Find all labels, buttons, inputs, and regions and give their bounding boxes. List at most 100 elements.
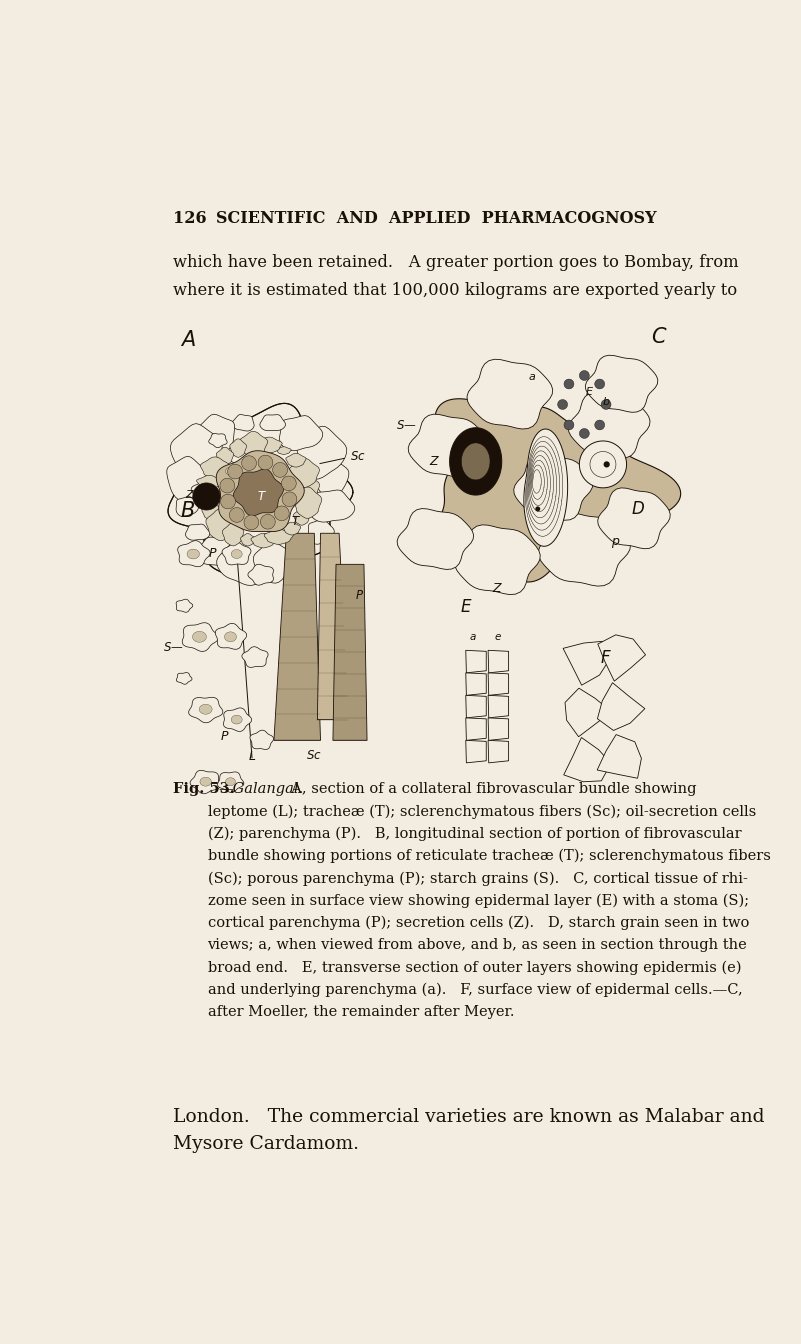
Text: —Galangal.: —Galangal. bbox=[218, 782, 304, 796]
Polygon shape bbox=[217, 539, 266, 586]
Text: $a$: $a$ bbox=[469, 632, 477, 642]
Polygon shape bbox=[308, 519, 334, 544]
Polygon shape bbox=[242, 646, 268, 668]
Polygon shape bbox=[231, 550, 242, 559]
Polygon shape bbox=[224, 632, 236, 641]
Polygon shape bbox=[229, 508, 244, 523]
Polygon shape bbox=[563, 641, 609, 685]
Polygon shape bbox=[465, 695, 486, 718]
Polygon shape bbox=[281, 476, 296, 491]
Polygon shape bbox=[222, 542, 251, 564]
Polygon shape bbox=[240, 534, 255, 546]
Polygon shape bbox=[199, 704, 212, 714]
Polygon shape bbox=[171, 423, 223, 482]
Polygon shape bbox=[195, 538, 238, 566]
Polygon shape bbox=[200, 457, 230, 480]
Polygon shape bbox=[191, 480, 220, 503]
Polygon shape bbox=[258, 456, 273, 470]
Polygon shape bbox=[455, 526, 540, 594]
Polygon shape bbox=[433, 399, 681, 582]
Polygon shape bbox=[216, 450, 304, 532]
Text: (Z); parenchyma (P).   B, longitudinal section of portion of fibrovascular: (Z); parenchyma (P). B, longitudinal sec… bbox=[207, 827, 741, 841]
Text: $Sc$: $Sc$ bbox=[307, 749, 322, 762]
Polygon shape bbox=[176, 599, 193, 613]
Polygon shape bbox=[579, 429, 590, 438]
Polygon shape bbox=[465, 650, 486, 673]
Polygon shape bbox=[333, 564, 367, 741]
Polygon shape bbox=[272, 462, 288, 477]
Polygon shape bbox=[182, 622, 219, 652]
Text: $S$—: $S$— bbox=[396, 419, 417, 431]
Polygon shape bbox=[557, 399, 568, 410]
Polygon shape bbox=[564, 738, 611, 782]
Polygon shape bbox=[317, 534, 348, 719]
Polygon shape bbox=[449, 427, 501, 495]
Polygon shape bbox=[598, 634, 646, 681]
Polygon shape bbox=[595, 421, 605, 430]
Polygon shape bbox=[264, 530, 293, 544]
Text: and underlying parenchyma (a).   F, surface view of epidermal cells.—C,: and underlying parenchyma (a). F, surfac… bbox=[207, 982, 743, 997]
Polygon shape bbox=[289, 458, 320, 488]
Text: SCIENTIFIC  AND  APPLIED  PHARMACOGNOSY: SCIENTIFIC AND APPLIED PHARMACOGNOSY bbox=[216, 211, 657, 227]
Text: $b$: $b$ bbox=[602, 395, 610, 407]
Polygon shape bbox=[488, 650, 509, 673]
Polygon shape bbox=[244, 482, 267, 503]
Polygon shape bbox=[297, 476, 320, 500]
Text: $L$: $L$ bbox=[248, 750, 256, 763]
Text: $e$: $e$ bbox=[493, 632, 501, 642]
Text: $Sc$: $Sc$ bbox=[350, 450, 365, 462]
Polygon shape bbox=[513, 454, 593, 520]
Polygon shape bbox=[193, 482, 220, 509]
Text: $a$: $a$ bbox=[528, 371, 536, 382]
Polygon shape bbox=[579, 441, 626, 488]
Polygon shape bbox=[598, 488, 670, 548]
Polygon shape bbox=[397, 508, 473, 570]
Text: 126: 126 bbox=[173, 211, 207, 227]
Text: $E$: $E$ bbox=[460, 598, 473, 616]
Polygon shape bbox=[209, 434, 227, 448]
Polygon shape bbox=[488, 695, 509, 718]
Polygon shape bbox=[217, 461, 243, 481]
Polygon shape bbox=[595, 379, 605, 388]
Polygon shape bbox=[275, 505, 289, 520]
Polygon shape bbox=[260, 515, 276, 530]
Text: A, section of a collateral fibrovascular bundle showing: A, section of a collateral fibrovascular… bbox=[282, 782, 697, 796]
Polygon shape bbox=[200, 777, 211, 786]
Polygon shape bbox=[565, 688, 611, 737]
Text: views; a, when viewed from above, and b, as seen in section through the: views; a, when viewed from above, and b,… bbox=[207, 938, 747, 952]
Polygon shape bbox=[201, 493, 215, 501]
Polygon shape bbox=[465, 673, 486, 695]
Text: after Moeller, the remainder after Meyer.: after Moeller, the remainder after Meyer… bbox=[207, 1005, 514, 1019]
Text: $Z$: $Z$ bbox=[429, 454, 441, 468]
Polygon shape bbox=[251, 534, 276, 548]
Polygon shape bbox=[178, 540, 210, 567]
Polygon shape bbox=[239, 431, 268, 457]
Polygon shape bbox=[286, 453, 306, 468]
Polygon shape bbox=[409, 414, 487, 477]
Polygon shape bbox=[283, 523, 301, 535]
Text: which have been retained.   A greater portion goes to Bombay, from: which have been retained. A greater port… bbox=[173, 254, 739, 271]
Text: $P$: $P$ bbox=[219, 730, 229, 743]
Text: leptome (L); tracheæ (T); sclerenchymatous fibers (Sc); oil-secretion cells: leptome (L); tracheæ (T); sclerenchymato… bbox=[207, 805, 756, 818]
Polygon shape bbox=[488, 673, 509, 695]
Polygon shape bbox=[465, 718, 486, 741]
Polygon shape bbox=[309, 491, 355, 521]
Polygon shape bbox=[231, 715, 242, 724]
Polygon shape bbox=[220, 495, 235, 509]
Text: Fig. 53.: Fig. 53. bbox=[173, 782, 235, 796]
Polygon shape bbox=[604, 461, 610, 468]
Polygon shape bbox=[467, 359, 553, 429]
Polygon shape bbox=[579, 371, 590, 380]
Polygon shape bbox=[223, 523, 244, 546]
Text: $B$: $B$ bbox=[179, 501, 195, 521]
Polygon shape bbox=[244, 515, 259, 530]
Text: $T$: $T$ bbox=[256, 491, 267, 503]
Text: broad end.   E, transverse section of outer layers showing epidermis (e): broad end. E, transverse section of oute… bbox=[207, 960, 741, 974]
Text: $C$: $C$ bbox=[650, 327, 667, 347]
Text: $A$: $A$ bbox=[179, 331, 195, 349]
Polygon shape bbox=[187, 550, 199, 559]
Polygon shape bbox=[233, 469, 284, 516]
Text: zome seen in surface view showing epidermal layer (E) with a stoma (S);: zome seen in surface view showing epider… bbox=[207, 894, 749, 907]
Text: $P$: $P$ bbox=[355, 589, 364, 602]
Polygon shape bbox=[535, 507, 540, 511]
